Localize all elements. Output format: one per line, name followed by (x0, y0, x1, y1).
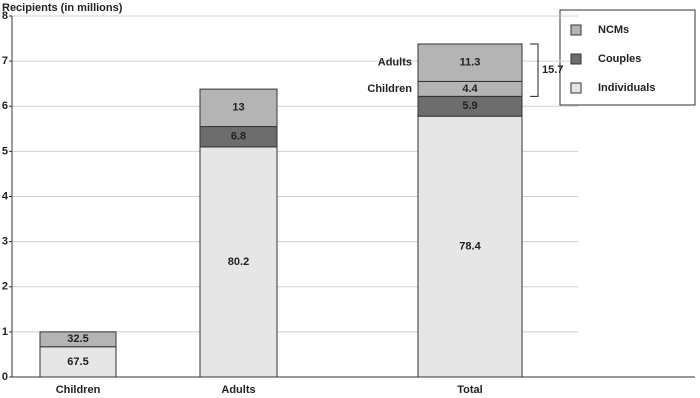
legend-label: Individuals (598, 82, 655, 94)
bar-segment (39, 346, 117, 378)
bar-segment (199, 88, 278, 128)
data-label: 6.8 (231, 131, 246, 143)
y-tick-label: 6 (2, 100, 8, 112)
legend-swatch (570, 53, 582, 65)
y-tick-label: 7 (2, 55, 8, 67)
x-tick-label: Adults (221, 384, 255, 396)
legend-label: Couples (598, 53, 641, 65)
bar-segment (417, 43, 523, 82)
data-label: 4.4 (462, 83, 478, 95)
y-tick-label: 1 (2, 326, 8, 338)
bracket (530, 43, 539, 97)
y-tick-label: 5 (2, 145, 8, 157)
y-tick-label: 8 (2, 10, 8, 22)
legend (559, 9, 696, 106)
data-label: 13 (232, 102, 244, 114)
y-tick-label: 4 (2, 190, 9, 202)
bar-segment (39, 331, 117, 348)
legend-swatch (570, 24, 582, 36)
data-label: 5.9 (462, 100, 477, 112)
y-tick-label: 3 (2, 236, 8, 248)
data-label: 67.5 (67, 356, 88, 368)
data-label: 11.3 (460, 57, 481, 69)
y-tick-label: 2 (2, 281, 8, 293)
split-label: Children (367, 83, 412, 95)
x-tick-label: Children (56, 384, 101, 396)
legend-swatch (570, 82, 582, 94)
split-label: Adults (378, 57, 412, 69)
y-tick-label: 0 (2, 371, 8, 383)
legend-label: NCMs (598, 24, 629, 36)
data-label: 80.2 (228, 256, 249, 268)
x-tick-label: Total (457, 384, 482, 396)
data-label: 78.4 (459, 240, 481, 252)
data-label: 32.5 (67, 333, 88, 345)
bar-segment (417, 115, 523, 378)
y-axis-label: Recipients (in millions) (2, 2, 123, 14)
bracket-label: 15.7 (542, 64, 563, 76)
bar-segment (199, 146, 278, 378)
